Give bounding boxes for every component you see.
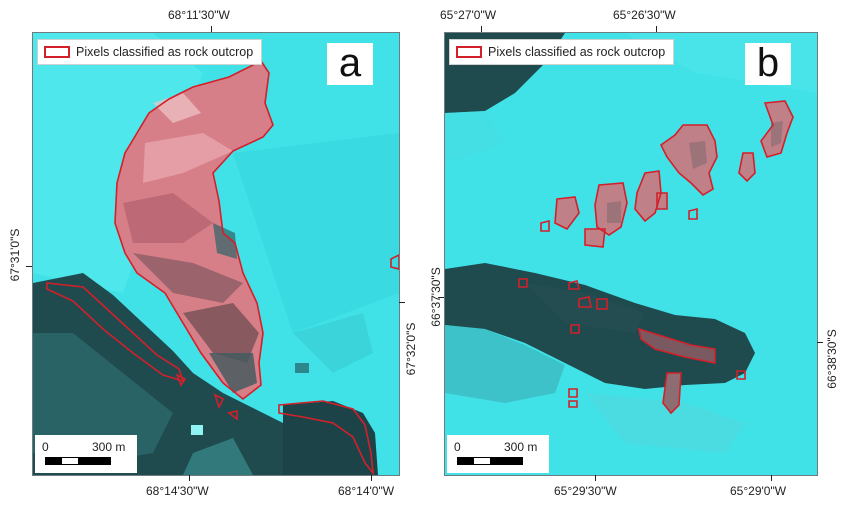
satellite-image-b: [445, 33, 817, 475]
scale-bar-zero: 0: [454, 440, 461, 454]
rock-outcrop-outline-b: [518, 100, 794, 415]
legend-swatch: [44, 46, 70, 58]
coord-right-a: 67°32'0"S: [404, 322, 418, 376]
scale-bar-graphic: [45, 457, 111, 465]
coord-bottom-b-1: 65°29'30"W: [554, 484, 617, 498]
scale-bar-zero: 0: [42, 440, 49, 454]
rock-outcrop-outline-a: [46, 59, 399, 475]
scale-bar: 0 300 m: [35, 435, 137, 473]
coord-top-a: 68°11'30"W: [168, 8, 230, 22]
scale-bar: 0 300 m: [447, 435, 549, 473]
map-legend: Pixels classified as rock outcrop: [37, 39, 263, 65]
coord-top-b-1: 65°27'0"W: [440, 8, 497, 22]
map-panel-a: Pixels classified as rock outcrop a 0 30…: [32, 32, 400, 476]
legend-label: Pixels classified as rock outcrop: [488, 45, 666, 59]
map-panel-b: Pixels classified as rock outcrop b 0 30…: [444, 32, 818, 476]
scale-bar-max: 300 m: [92, 440, 126, 454]
legend-swatch: [456, 46, 482, 58]
map-legend: Pixels classified as rock outcrop: [449, 39, 675, 65]
coord-bottom-a-1: 68°14'30"W: [146, 484, 209, 498]
panel-label-a: a: [327, 43, 373, 85]
legend-label: Pixels classified as rock outcrop: [76, 45, 254, 59]
coord-bottom-b-2: 65°29'0"W: [730, 484, 787, 498]
coord-right-b: 66°38'30"S: [825, 329, 839, 389]
scale-bar-max: 300 m: [504, 440, 538, 454]
coord-left-a: 67°31'0"S: [8, 228, 22, 282]
coord-bottom-a-2: 68°14'0"W: [338, 484, 395, 498]
coord-top-b-2: 65°26'30"W: [613, 8, 676, 22]
panel-label-b: b: [745, 43, 791, 85]
scale-bar-graphic: [457, 457, 523, 465]
satellite-image-a: [33, 33, 399, 475]
